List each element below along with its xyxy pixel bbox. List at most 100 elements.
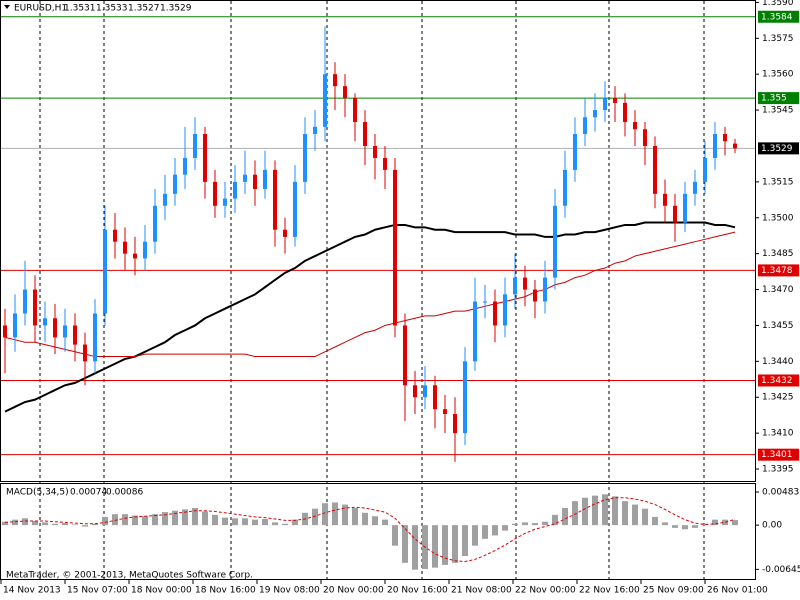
- macd-signal-value: 0.00086: [106, 488, 143, 498]
- candle-body: [323, 74, 327, 127]
- level-label: 1.3529: [761, 144, 793, 154]
- candle-body: [353, 98, 357, 123]
- x-tick-label: 25 Nov 09:00: [643, 586, 704, 596]
- candle-body: [583, 117, 587, 135]
- candle-body: [313, 126, 317, 135]
- candle-body: [523, 277, 527, 290]
- macd-bar: [32, 521, 38, 526]
- macd-bar: [232, 518, 238, 526]
- candle-body: [223, 198, 227, 206]
- macd-bar: [672, 525, 678, 528]
- candle-body: [113, 229, 117, 242]
- macd-bar: [522, 522, 528, 526]
- candle-body: [383, 157, 387, 170]
- candle-body: [303, 134, 307, 182]
- candle-body: [123, 241, 127, 254]
- macd-bar: [192, 508, 198, 526]
- macd-bar: [452, 525, 458, 563]
- main-frame: [0, 0, 756, 482]
- macd-bar: [652, 516, 658, 526]
- candle-body: [213, 181, 217, 206]
- candle-body: [683, 193, 687, 223]
- x-tick-label: 22 Nov 16:00: [579, 586, 640, 596]
- candle-body: [493, 301, 497, 326]
- x-tick-label: 21 Nov 08:00: [451, 586, 512, 596]
- candle-body: [73, 325, 77, 345]
- macd-signal: [4, 497, 736, 562]
- candle-body: [513, 277, 517, 295]
- macd-bar: [212, 514, 218, 526]
- x-tick-label: 15 Nov 07:00: [67, 586, 128, 596]
- macd-bar: [132, 515, 138, 526]
- macd-bar: [562, 508, 568, 526]
- candle-body: [453, 413, 457, 434]
- macd-bar: [542, 521, 548, 526]
- candle-body: [153, 205, 157, 242]
- candle-body: [393, 169, 397, 326]
- candle-body: [83, 344, 87, 362]
- candle-body: [593, 110, 597, 118]
- macd-bar: [552, 514, 558, 526]
- macd-title: MACD(5,34,5): [6, 488, 69, 498]
- macd-bar: [2, 521, 8, 526]
- candle-body: [403, 325, 407, 386]
- candle-body: [183, 157, 187, 175]
- macd-bar: [512, 523, 518, 526]
- macd-bar: [332, 502, 338, 526]
- candle-body: [53, 318, 57, 338]
- y-tick-label: 1.3500: [762, 213, 794, 223]
- macd-bar: [602, 494, 608, 526]
- menu-arrow: [4, 5, 10, 9]
- macd-bar: [42, 522, 48, 526]
- candle-body: [603, 98, 607, 111]
- macd-bar: [502, 525, 508, 531]
- macd-bar: [612, 496, 618, 526]
- macd-bar: [112, 514, 118, 526]
- macd-bar: [402, 525, 408, 563]
- candle-body: [563, 169, 567, 206]
- candle-body: [143, 241, 147, 259]
- macd-bar: [582, 497, 588, 526]
- macd-hist-value: 0.00074: [70, 488, 107, 498]
- macd-bar: [242, 518, 248, 526]
- candle-body: [543, 277, 547, 302]
- macd-bar: [182, 509, 188, 526]
- level-label: 1.3401: [761, 450, 793, 460]
- macd-bar: [72, 524, 78, 526]
- macd-bar: [592, 495, 598, 526]
- macd-bar: [372, 516, 378, 526]
- candle-body: [133, 253, 137, 259]
- symbol: EURUSD,H1: [14, 4, 67, 14]
- macd-bar: [52, 523, 58, 526]
- macd-bar: [382, 519, 388, 526]
- macd-bar: [622, 501, 628, 526]
- candle-body: [3, 325, 7, 338]
- candle-body: [253, 174, 257, 190]
- macd-bar: [322, 503, 328, 526]
- macd-bar: [222, 517, 228, 526]
- x-tick-label: 18 Nov 16:00: [195, 586, 256, 596]
- candle-body: [13, 313, 17, 338]
- candle-body: [443, 409, 447, 414]
- macd-bar: [142, 516, 148, 526]
- candle-body: [233, 181, 237, 199]
- close-value: 1.3529: [160, 4, 192, 14]
- candle-body: [273, 169, 277, 230]
- candle-body: [423, 385, 427, 398]
- y-tick-label: 1.3440: [762, 357, 794, 367]
- candle-body: [163, 193, 167, 206]
- x-tick-label: 20 Nov 16:00: [387, 586, 448, 596]
- macd-bar: [432, 525, 438, 568]
- candle-body: [633, 122, 637, 130]
- macd-bar: [82, 525, 88, 527]
- macd-bar: [392, 525, 398, 546]
- high-value: 1.3533: [96, 4, 128, 14]
- macd-bar: [152, 514, 158, 526]
- candle-body: [463, 361, 467, 434]
- macd-bar: [12, 519, 18, 526]
- candle-body: [663, 193, 667, 206]
- macd-bar: [272, 522, 278, 526]
- macd-bar: [202, 511, 208, 526]
